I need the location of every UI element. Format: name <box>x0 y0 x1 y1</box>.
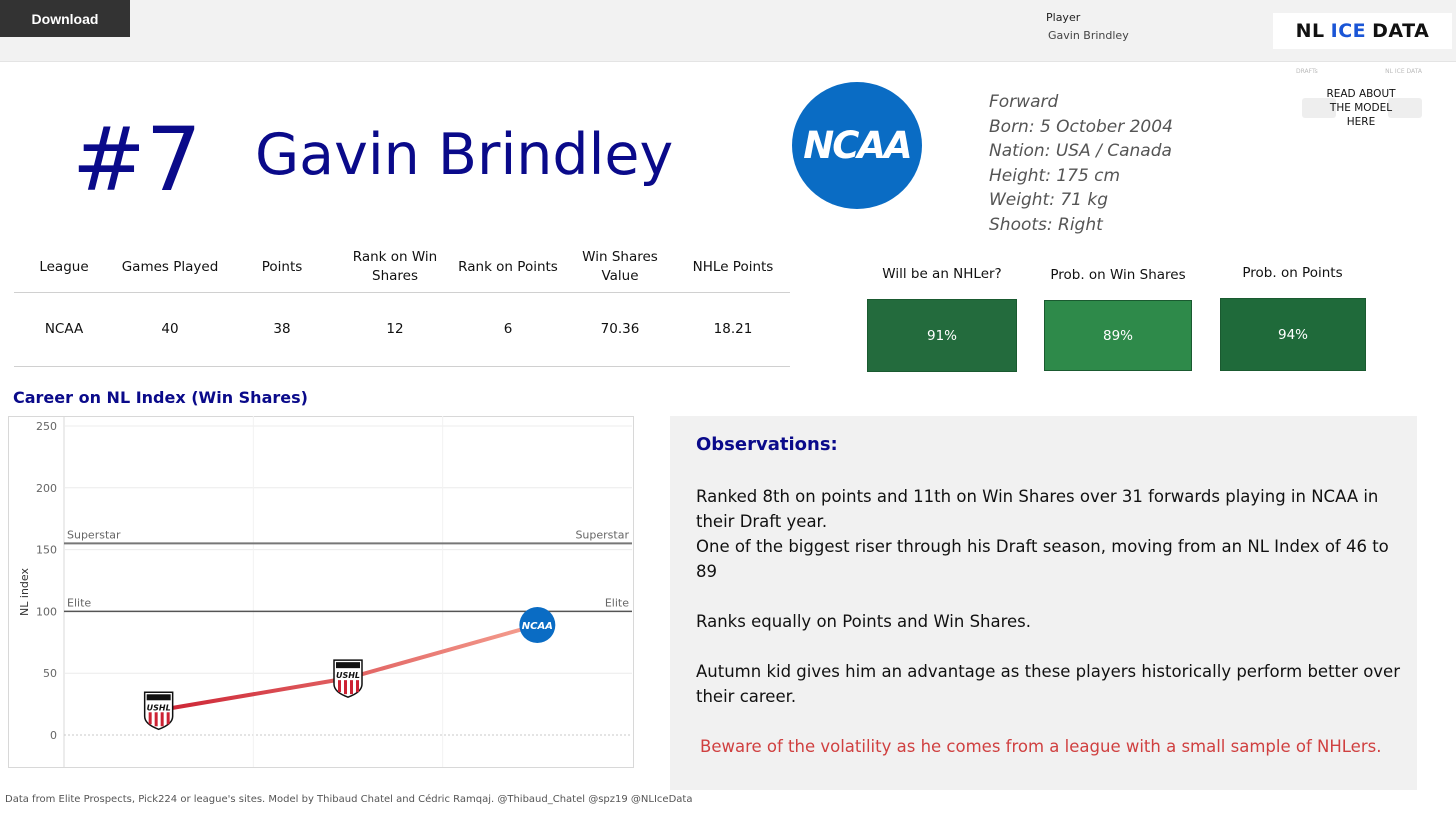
cell-win-shares-value: 70.36 <box>564 292 676 367</box>
prob-label-points: Prob. on Points <box>1242 265 1343 281</box>
draft-rank: #7 <box>72 108 202 211</box>
read-about-model-button[interactable]: DRAFTs NL ICE DATA READ ABOUT THE MODEL … <box>1296 68 1426 148</box>
observation-p3: Ranks equally on Points and Win Shares. <box>696 612 1032 631</box>
bio-height: Height: 175 cm <box>989 165 1121 186</box>
header-win-shares-value: Win Shares Value <box>564 243 676 293</box>
observation-p4: Autumn kid gives him an advantage as the… <box>696 662 1400 706</box>
faint-label-right: NL ICE DATA <box>1385 68 1422 75</box>
faint-label-left: DRAFTs <box>1296 68 1318 75</box>
footer-credits: Data from Elite Prospects, Pick224 or le… <box>5 794 693 805</box>
observation-text-1: Ranked 8th on points and 11th on Win Sha… <box>696 484 1406 584</box>
prob-label-win-shares: Prob. on Win Shares <box>1050 267 1186 283</box>
header-rank-win-shares: Rank on Win Shares <box>338 243 452 293</box>
header-points: Points <box>226 243 338 293</box>
prob-box-points: 94% <box>1220 298 1366 371</box>
player-filter-label: Player <box>1046 11 1081 24</box>
stats-table: League Games Played Points Rank on Win S… <box>14 243 790 367</box>
ushl-marker-icon <box>143 691 174 731</box>
player-filter-value[interactable]: Gavin Brindley <box>1048 29 1129 42</box>
ushl-marker-icon <box>333 659 363 698</box>
observation-warning: Beware of the volatility as he comes fro… <box>700 737 1382 756</box>
prob-box-win-shares: 89% <box>1044 300 1192 371</box>
header-games-played: Games Played <box>114 243 226 293</box>
ncaa-marker-icon <box>519 606 556 643</box>
ncaa-marker-label: NCAA <box>522 621 553 632</box>
cell-points: 38 <box>226 292 338 367</box>
header-nhle-points: NHLe Points <box>676 243 790 293</box>
y-tick-label: 200 <box>36 482 57 495</box>
nl-ice-data-logo: NL ICE DATA <box>1273 13 1452 49</box>
read-model-line2: THE MODEL <box>1329 102 1393 114</box>
career-nl-index-chart: 0 50 100 150 200 250 NL index Superstar Supersta… <box>8 416 634 768</box>
ghost-button-right <box>1388 98 1422 118</box>
cell-games-played: 40 <box>114 292 226 367</box>
cell-rank-points: 6 <box>452 292 564 367</box>
observations-panel: Observations: Ranked 8th on points and 1… <box>670 416 1417 790</box>
logo-text-nl: NL <box>1295 20 1325 42</box>
download-button[interactable]: Download <box>0 0 130 37</box>
top-bar: Download Player Gavin Brindley NL ICE DA… <box>0 0 1456 62</box>
chart-frame <box>8 416 634 768</box>
y-tick-label: 100 <box>36 605 57 618</box>
bio-nation: Nation: USA / Canada <box>989 141 1172 162</box>
table-row: NCAA 40 38 12 6 70.36 18.21 <box>14 292 790 367</box>
y-axis-label: NL index <box>18 568 31 616</box>
prob-box-nhler: 91% <box>867 299 1017 372</box>
bio-position: Forward <box>989 92 1059 112</box>
logo-text-data: DATA <box>1372 20 1430 42</box>
bio-shoots: Shoots: Right <box>989 214 1103 235</box>
y-tick-label: 150 <box>36 544 57 557</box>
ncaa-league-logo: NCAA <box>792 82 922 209</box>
y-tick-label: 50 <box>43 667 57 680</box>
logo-text-ice: ICE <box>1330 20 1367 42</box>
y-tick-label: 0 <box>50 729 57 742</box>
stats-header-row: League Games Played Points Rank on Win S… <box>14 243 790 293</box>
observation-p1: Ranked 8th on points and 11th on Win Sha… <box>696 487 1379 531</box>
read-about-model-label[interactable]: READ ABOUT THE MODEL HERE <box>1320 87 1402 129</box>
ushl-marker-label: USHL <box>147 703 171 712</box>
chart-title: Career on NL Index (Win Shares) <box>13 388 308 407</box>
ushl-marker-label: USHL <box>336 671 360 680</box>
cell-rank-win-shares: 12 <box>338 292 452 367</box>
cell-nhle-points: 18.21 <box>676 292 790 367</box>
header-rank-points: Rank on Points <box>452 243 564 293</box>
prob-label-nhler: Will be an NHLer? <box>882 266 1002 282</box>
observation-p2: One of the biggest riser through his Dra… <box>696 537 1389 581</box>
read-model-line3: HERE <box>1346 116 1376 128</box>
y-tick-label: 250 <box>36 420 57 433</box>
player-name: Gavin Brindley <box>255 122 674 188</box>
read-model-line1: READ ABOUT <box>1326 88 1396 100</box>
reference-label-right: Elite <box>605 596 629 609</box>
cell-league: NCAA <box>14 292 114 367</box>
player-bio: Forward Born: 5 October 2004 Nation: USA… <box>989 90 1173 238</box>
reference-label-right: Superstar <box>575 528 629 541</box>
ghost-button-left <box>1302 98 1336 118</box>
bio-born: Born: 5 October 2004 <box>989 116 1173 137</box>
bio-weight: Weight: 71 kg <box>989 190 1109 211</box>
reference-label-left: Elite <box>67 596 91 609</box>
reference-label-left: Superstar <box>67 528 121 541</box>
ncaa-logo-text: NCAA <box>803 124 912 167</box>
observations-title: Observations: <box>696 434 838 455</box>
player-filter[interactable]: Player Gavin Brindley <box>1046 11 1129 42</box>
header-league: League <box>14 243 114 293</box>
